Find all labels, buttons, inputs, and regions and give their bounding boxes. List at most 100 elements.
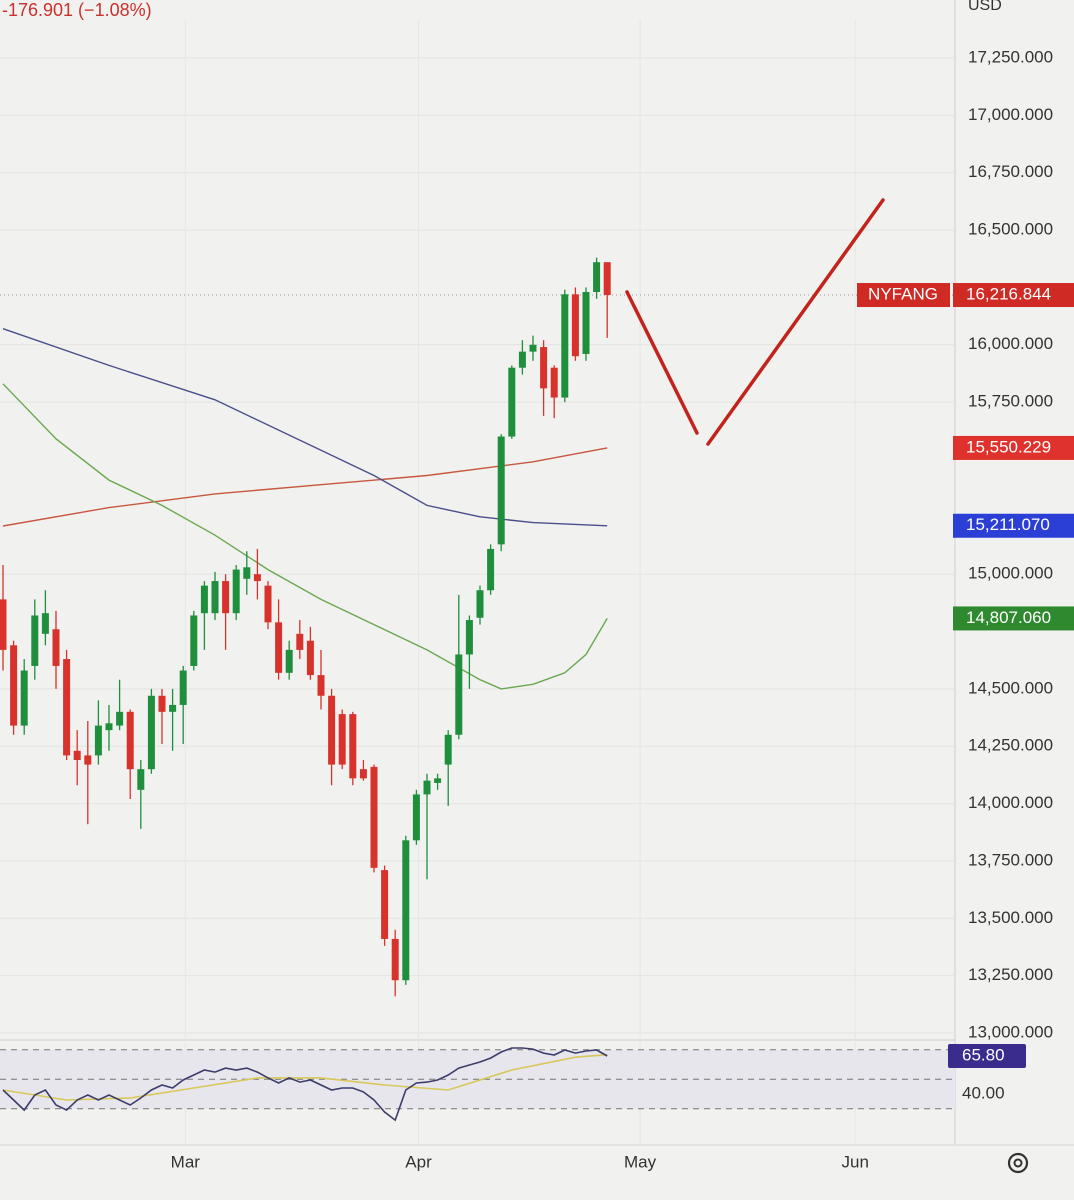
price-tag (953, 435, 1074, 460)
candle-body (455, 654, 463, 735)
settings-icon[interactable] (1007, 1152, 1029, 1174)
candle-body (31, 615, 39, 666)
candle-body (243, 567, 251, 579)
hand-drawn-arrow (625, 198, 885, 446)
candle-body (423, 780, 431, 795)
candle-body (253, 574, 261, 582)
y-tick-label: 16,000.000 (968, 334, 1053, 353)
candle-body (487, 548, 495, 591)
x-tick-label: Jun (842, 1152, 869, 1171)
candle-body (137, 769, 145, 790)
candle-body (94, 725, 102, 756)
moving-average (2, 328, 608, 527)
moving-average (2, 447, 608, 527)
candle-body (105, 723, 113, 731)
y-tick-label: 14,500.000 (968, 678, 1053, 697)
price-tag-label: 15,550.229 (966, 437, 1051, 456)
candle-body (264, 585, 272, 623)
candle-body (147, 695, 155, 770)
candle-body (518, 351, 526, 368)
candle-body (296, 633, 304, 650)
candle-body (169, 704, 177, 712)
candle-body (84, 755, 92, 765)
y-tick-label: 17,250.000 (968, 47, 1053, 66)
candle-body (158, 695, 166, 712)
candle-body (508, 367, 516, 437)
candle-body (603, 262, 611, 296)
rsi-tag-label: 65.80 (962, 1045, 1005, 1064)
candle-body (179, 670, 187, 705)
candle-body (190, 615, 198, 666)
candle-body (391, 938, 399, 981)
candle-body (540, 347, 548, 389)
candle-body (370, 766, 378, 868)
candle-body (359, 769, 367, 779)
candle-body (41, 613, 49, 634)
candle-body (10, 645, 18, 726)
price-tag (953, 283, 1074, 308)
candle-body (402, 840, 410, 981)
currency-label: USD (968, 0, 1002, 14)
candle-body (582, 292, 590, 354)
candle-body (412, 794, 420, 841)
price-tag-label: 15,211.070 (966, 515, 1050, 534)
candle-body (73, 750, 81, 760)
candle-body (593, 262, 601, 292)
rsi-tag (948, 1043, 1026, 1068)
candle-body (476, 590, 484, 618)
candle-body (529, 344, 537, 352)
candle-body (232, 569, 240, 614)
candle-body (116, 711, 124, 726)
y-tick-label: 13,250.000 (968, 965, 1053, 984)
candle-body (222, 581, 230, 614)
candle-body (571, 294, 579, 357)
y-tick-label: 16,500.000 (968, 220, 1053, 239)
candle-body (211, 581, 219, 614)
candle-body (0, 599, 7, 650)
x-tick-label: Apr (405, 1152, 432, 1171)
price-tag (953, 513, 1074, 538)
price-tag-label: 14,807.060 (966, 608, 1051, 627)
y-tick-label: 13,500.000 (968, 908, 1053, 927)
y-tick-label: 15,000.000 (968, 564, 1053, 583)
candle-body (349, 714, 357, 779)
change-label: -176.901 (−1.08%) (2, 0, 152, 20)
candle-body (465, 620, 473, 655)
candle-body (444, 734, 452, 765)
x-tick-label: Mar (171, 1152, 201, 1171)
candle-body (434, 778, 442, 783)
candle-body (285, 649, 293, 673)
candle-body (338, 714, 346, 765)
price-tag (953, 606, 1074, 631)
price-tag-label: 16,216.844 (966, 285, 1051, 304)
candle-body (306, 640, 314, 676)
candle-body (497, 436, 505, 545)
candle-body (200, 585, 208, 614)
rsi-line (2, 1047, 608, 1122)
candle-body (328, 695, 336, 765)
y-tick-label: 15,750.000 (968, 392, 1053, 411)
moving-average (2, 383, 608, 690)
y-tick-label: 13,750.000 (968, 850, 1053, 869)
y-tick-label: 16,750.000 (968, 162, 1053, 181)
x-tick-label: May (624, 1152, 657, 1171)
symbol-tag-label: NYFANG (868, 285, 938, 304)
rsi-ma-line (2, 1053, 608, 1101)
y-tick-label: 17,000.000 (968, 105, 1053, 124)
candle-body (52, 629, 60, 666)
candle-body (317, 675, 325, 696)
candle-body (126, 711, 134, 770)
candle-body (275, 622, 283, 673)
symbol-tag (857, 283, 950, 308)
y-tick-label: 14,000.000 (968, 793, 1053, 812)
candle-body (381, 870, 389, 939)
rsi-tick-label: 40.00 (962, 1083, 1005, 1102)
candle-body (63, 659, 71, 756)
y-tick-label: 14,250.000 (968, 736, 1053, 755)
candle-body (550, 367, 558, 398)
candle-body (20, 670, 28, 726)
y-tick-label: 13,000.000 (968, 1022, 1053, 1041)
candle-body (561, 294, 569, 398)
